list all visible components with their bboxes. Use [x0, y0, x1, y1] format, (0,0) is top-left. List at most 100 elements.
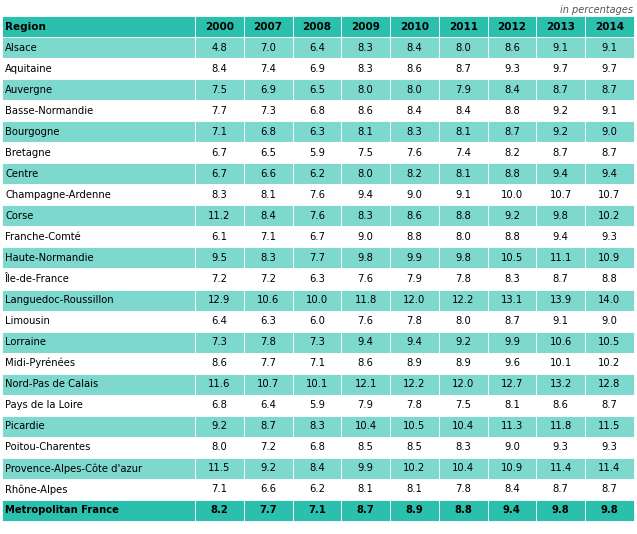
Text: 10.6: 10.6 [257, 295, 279, 305]
Text: 8.7: 8.7 [455, 64, 471, 74]
Text: 13.1: 13.1 [501, 295, 523, 305]
Text: 12.0: 12.0 [452, 379, 475, 389]
Text: 6.0: 6.0 [309, 316, 325, 326]
Text: 9.4: 9.4 [553, 169, 569, 179]
Text: 13.9: 13.9 [550, 295, 572, 305]
Text: 11.3: 11.3 [501, 421, 523, 431]
Text: Île-de-France: Île-de-France [5, 274, 70, 284]
Text: 2011: 2011 [448, 21, 478, 32]
Text: 9.1: 9.1 [553, 43, 569, 52]
Text: 7.3: 7.3 [211, 337, 227, 347]
Text: 9.7: 9.7 [601, 64, 617, 74]
Text: 8.9: 8.9 [406, 358, 422, 368]
Text: 9.3: 9.3 [553, 442, 569, 452]
Text: 6.3: 6.3 [309, 274, 325, 284]
Text: 6.2: 6.2 [309, 484, 325, 494]
Text: 6.8: 6.8 [261, 127, 276, 137]
Text: 7.2: 7.2 [260, 274, 276, 284]
Text: 9.2: 9.2 [455, 337, 471, 347]
Text: 8.2: 8.2 [406, 169, 422, 179]
Text: Auvergne: Auvergne [5, 85, 53, 95]
Text: 5.9: 5.9 [309, 400, 325, 410]
Text: Lorraine: Lorraine [5, 337, 46, 347]
Text: Languedoc-Roussillon: Languedoc-Roussillon [5, 295, 113, 305]
Text: Pays de la Loire: Pays de la Loire [5, 400, 83, 410]
Text: 6.8: 6.8 [309, 442, 325, 452]
Text: 9.1: 9.1 [601, 106, 617, 116]
Text: Corse: Corse [5, 211, 33, 221]
Text: 2014: 2014 [595, 21, 624, 32]
Text: 7.1: 7.1 [309, 358, 325, 368]
Text: 8.4: 8.4 [211, 64, 227, 74]
Text: 7.4: 7.4 [261, 64, 276, 74]
Text: 8.0: 8.0 [406, 85, 422, 95]
Text: 10.7: 10.7 [257, 379, 279, 389]
Text: 8.2: 8.2 [211, 506, 228, 515]
Text: 8.1: 8.1 [504, 400, 520, 410]
Text: 8.0: 8.0 [455, 232, 471, 242]
Text: 7.7: 7.7 [309, 253, 325, 263]
Text: 8.8: 8.8 [504, 232, 520, 242]
Text: 2008: 2008 [303, 21, 331, 32]
Text: 6.9: 6.9 [260, 85, 276, 95]
Text: 9.1: 9.1 [553, 316, 569, 326]
Text: 7.6: 7.6 [309, 190, 325, 200]
Text: Provence-Alpes-Côte d'azur: Provence-Alpes-Côte d'azur [5, 463, 142, 474]
Text: 8.3: 8.3 [504, 274, 520, 284]
Text: 7.3: 7.3 [261, 106, 276, 116]
Text: 7.0: 7.0 [261, 43, 276, 52]
Text: 9.8: 9.8 [601, 506, 619, 515]
Text: 7.7: 7.7 [260, 358, 276, 368]
Text: 11.8: 11.8 [355, 295, 376, 305]
Text: 9.8: 9.8 [552, 506, 569, 515]
Text: 9.5: 9.5 [211, 253, 227, 263]
Text: 8.8: 8.8 [406, 232, 422, 242]
Text: 2000: 2000 [205, 21, 234, 32]
Text: 9.8: 9.8 [553, 211, 569, 221]
Text: 7.9: 7.9 [455, 85, 471, 95]
Text: 10.1: 10.1 [550, 358, 572, 368]
Text: 7.7: 7.7 [211, 106, 227, 116]
Text: 8.6: 8.6 [358, 106, 373, 116]
Text: 8.6: 8.6 [504, 43, 520, 52]
Text: 6.1: 6.1 [211, 232, 227, 242]
Text: 10.0: 10.0 [306, 295, 328, 305]
Text: 7.4: 7.4 [455, 148, 471, 158]
Text: 8.7: 8.7 [553, 85, 569, 95]
Text: 8.7: 8.7 [357, 506, 375, 515]
Text: 11.8: 11.8 [550, 421, 572, 431]
Text: Metropolitan France: Metropolitan France [5, 506, 119, 515]
Text: 12.2: 12.2 [403, 379, 426, 389]
Text: 8.7: 8.7 [601, 85, 617, 95]
Text: 8.1: 8.1 [455, 169, 471, 179]
Text: 11.4: 11.4 [598, 464, 620, 474]
Text: 8.8: 8.8 [504, 169, 520, 179]
Text: 6.8: 6.8 [309, 106, 325, 116]
Text: 10.4: 10.4 [452, 421, 474, 431]
Text: 9.3: 9.3 [504, 64, 520, 74]
Text: 10.1: 10.1 [306, 379, 328, 389]
Text: 9.1: 9.1 [601, 43, 617, 52]
Text: 6.5: 6.5 [260, 148, 276, 158]
Text: 7.1: 7.1 [211, 484, 227, 494]
Text: 6.3: 6.3 [261, 316, 276, 326]
Text: 7.1: 7.1 [308, 506, 326, 515]
Text: 7.8: 7.8 [261, 337, 276, 347]
Text: 8.7: 8.7 [601, 148, 617, 158]
Text: 8.6: 8.6 [406, 64, 422, 74]
Text: 9.9: 9.9 [357, 464, 374, 474]
Text: 10.5: 10.5 [501, 253, 523, 263]
Text: 8.6: 8.6 [358, 358, 373, 368]
Text: 8.4: 8.4 [504, 484, 520, 494]
Text: 12.2: 12.2 [452, 295, 475, 305]
Text: 8.3: 8.3 [261, 253, 276, 263]
Text: 7.6: 7.6 [406, 148, 422, 158]
Text: 11.5: 11.5 [208, 464, 231, 474]
Text: 8.2: 8.2 [504, 148, 520, 158]
Text: 9.7: 9.7 [553, 64, 569, 74]
Text: 8.7: 8.7 [601, 484, 617, 494]
Text: 8.1: 8.1 [261, 190, 276, 200]
Text: 8.7: 8.7 [261, 421, 276, 431]
Text: 8.3: 8.3 [309, 421, 325, 431]
Text: 6.7: 6.7 [309, 232, 325, 242]
